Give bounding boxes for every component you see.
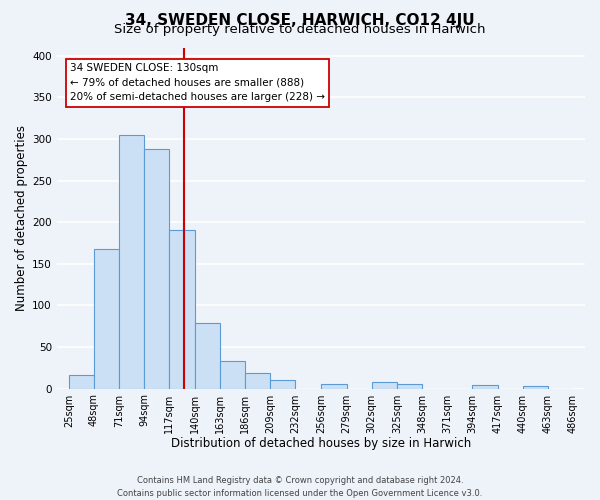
Bar (94, 249, 119, 388)
Text: 34 SWEDEN CLOSE: 130sqm
← 79% of detached houses are smaller (888)
20% of semi-d: 34 SWEDEN CLOSE: 130sqm ← 79% of detache… (70, 63, 325, 102)
X-axis label: Distribution of detached houses by size in Harwich: Distribution of detached houses by size … (171, 437, 471, 450)
Bar (245, 373, 270, 388)
Bar (523, 386, 548, 388)
Bar (472, 386, 497, 388)
Text: Size of property relative to detached houses in Harwich: Size of property relative to detached ho… (114, 22, 486, 36)
Text: Contains HM Land Registry data © Crown copyright and database right 2024.
Contai: Contains HM Land Registry data © Crown c… (118, 476, 482, 498)
Bar (270, 380, 295, 388)
Bar (69, 376, 94, 388)
Bar (372, 382, 397, 388)
Bar (397, 384, 422, 388)
Bar (194, 323, 220, 388)
Bar (169, 230, 194, 388)
Bar (119, 135, 144, 388)
Y-axis label: Number of detached properties: Number of detached properties (15, 125, 28, 311)
Bar (322, 384, 347, 388)
Text: 34, SWEDEN CLOSE, HARWICH, CO12 4JU: 34, SWEDEN CLOSE, HARWICH, CO12 4JU (125, 12, 475, 28)
Bar (220, 361, 245, 388)
Bar (144, 149, 169, 388)
